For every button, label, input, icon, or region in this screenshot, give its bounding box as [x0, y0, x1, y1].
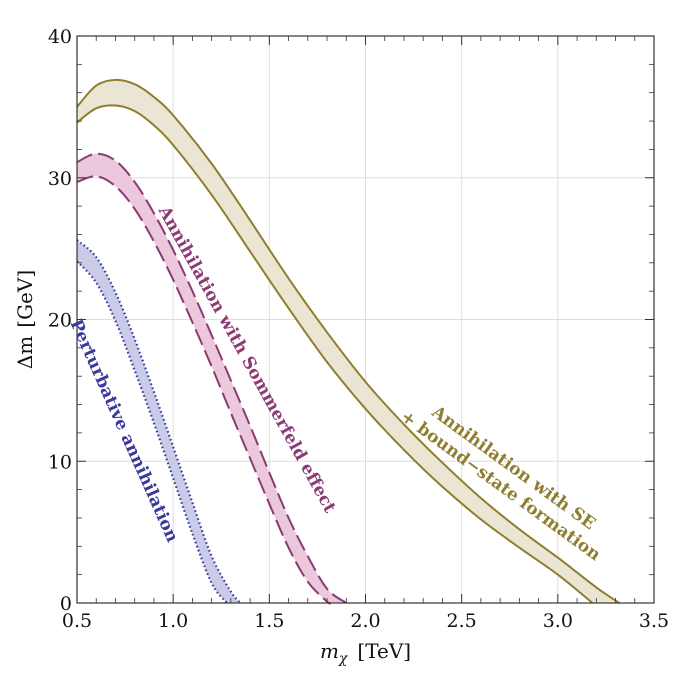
y-tick-label: 0 — [60, 593, 72, 615]
y-axis-label: Δm [GeV] — [13, 270, 37, 369]
y-tick-label: 40 — [48, 26, 72, 48]
y-axis-symbol: Δm — [13, 336, 37, 369]
x-tick-label: 1.5 — [254, 610, 284, 632]
band-label-line: Annihilation with SE — [427, 402, 599, 535]
band-lower-line-2 — [76, 104, 594, 604]
x-axis-symbol: m — [320, 639, 339, 663]
band-upper-line-2 — [76, 78, 620, 604]
band-label-1: Annihilation with Sommerfeld effect — [153, 202, 339, 517]
x-tick-label: 2.0 — [350, 610, 380, 632]
band-fill-0 — [77, 240, 241, 603]
band-label-line: + bound−state formation — [397, 407, 604, 565]
band-fill-1 — [77, 153, 347, 604]
y-axis-unit: [GeV] — [13, 270, 37, 328]
y-tick-label: 20 — [48, 310, 72, 332]
band-lower-line-1 — [76, 175, 332, 605]
band-upper-line-1 — [76, 152, 347, 604]
ticks: 0.5 1.0 1.5 2.0 2.5 3.0 3.5 0 10 20 30 40 — [48, 26, 669, 632]
x-tick-label: 0.5 — [62, 610, 92, 632]
x-tick-label: 3.0 — [543, 610, 573, 632]
bands — [76, 78, 620, 605]
x-axis-unit: [TeV] — [357, 639, 411, 663]
x-tick-label: 2.5 — [447, 610, 477, 632]
band-label-line: Annihilation with Sommerfeld effect — [153, 202, 339, 517]
x-axis-label: mχ [TeV] — [320, 639, 411, 667]
x-tick-label: 3.5 — [639, 610, 669, 632]
x-tick-label: 1.0 — [158, 610, 188, 632]
band-lower-line-0 — [76, 260, 228, 604]
y-tick-label: 30 — [48, 168, 72, 190]
band-upper-line-0 — [76, 239, 242, 604]
x-axis-subscript: χ — [338, 651, 349, 667]
y-tick-label: 10 — [48, 451, 72, 473]
